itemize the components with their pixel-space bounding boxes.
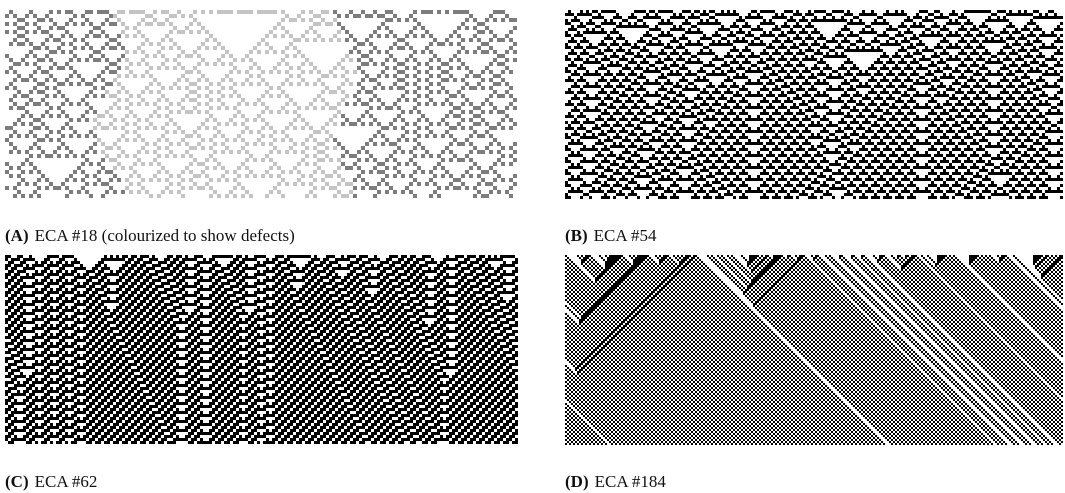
ca-panel	[5, 255, 518, 445]
caption-text: ECA #62	[34, 472, 98, 491]
caption-label: (D)	[565, 472, 589, 491]
caption-label: (B)	[565, 226, 588, 245]
caption: (C) ECA #62	[5, 472, 97, 492]
caption: (B) ECA #54	[565, 226, 656, 246]
caption-text: ECA #18 (colourized to show defects)	[34, 226, 295, 245]
ca-cells	[565, 10, 1063, 199]
caption-text: ECA #54	[593, 226, 657, 245]
ca-panel	[5, 10, 518, 200]
caption-label: (A)	[5, 226, 29, 245]
caption: (A) ECA #18 (colourized to show defects)	[5, 226, 295, 246]
ca-cells	[5, 255, 518, 444]
caption-text: ECA #184	[594, 472, 666, 491]
caption: (D) ECA #184	[565, 472, 666, 492]
ca-panel	[565, 255, 1063, 445]
ca-panel	[565, 10, 1063, 200]
ca-cells	[5, 10, 517, 198]
ca-cells	[565, 255, 1063, 445]
ca-cells	[93, 10, 357, 198]
caption-label: (C)	[5, 472, 29, 491]
